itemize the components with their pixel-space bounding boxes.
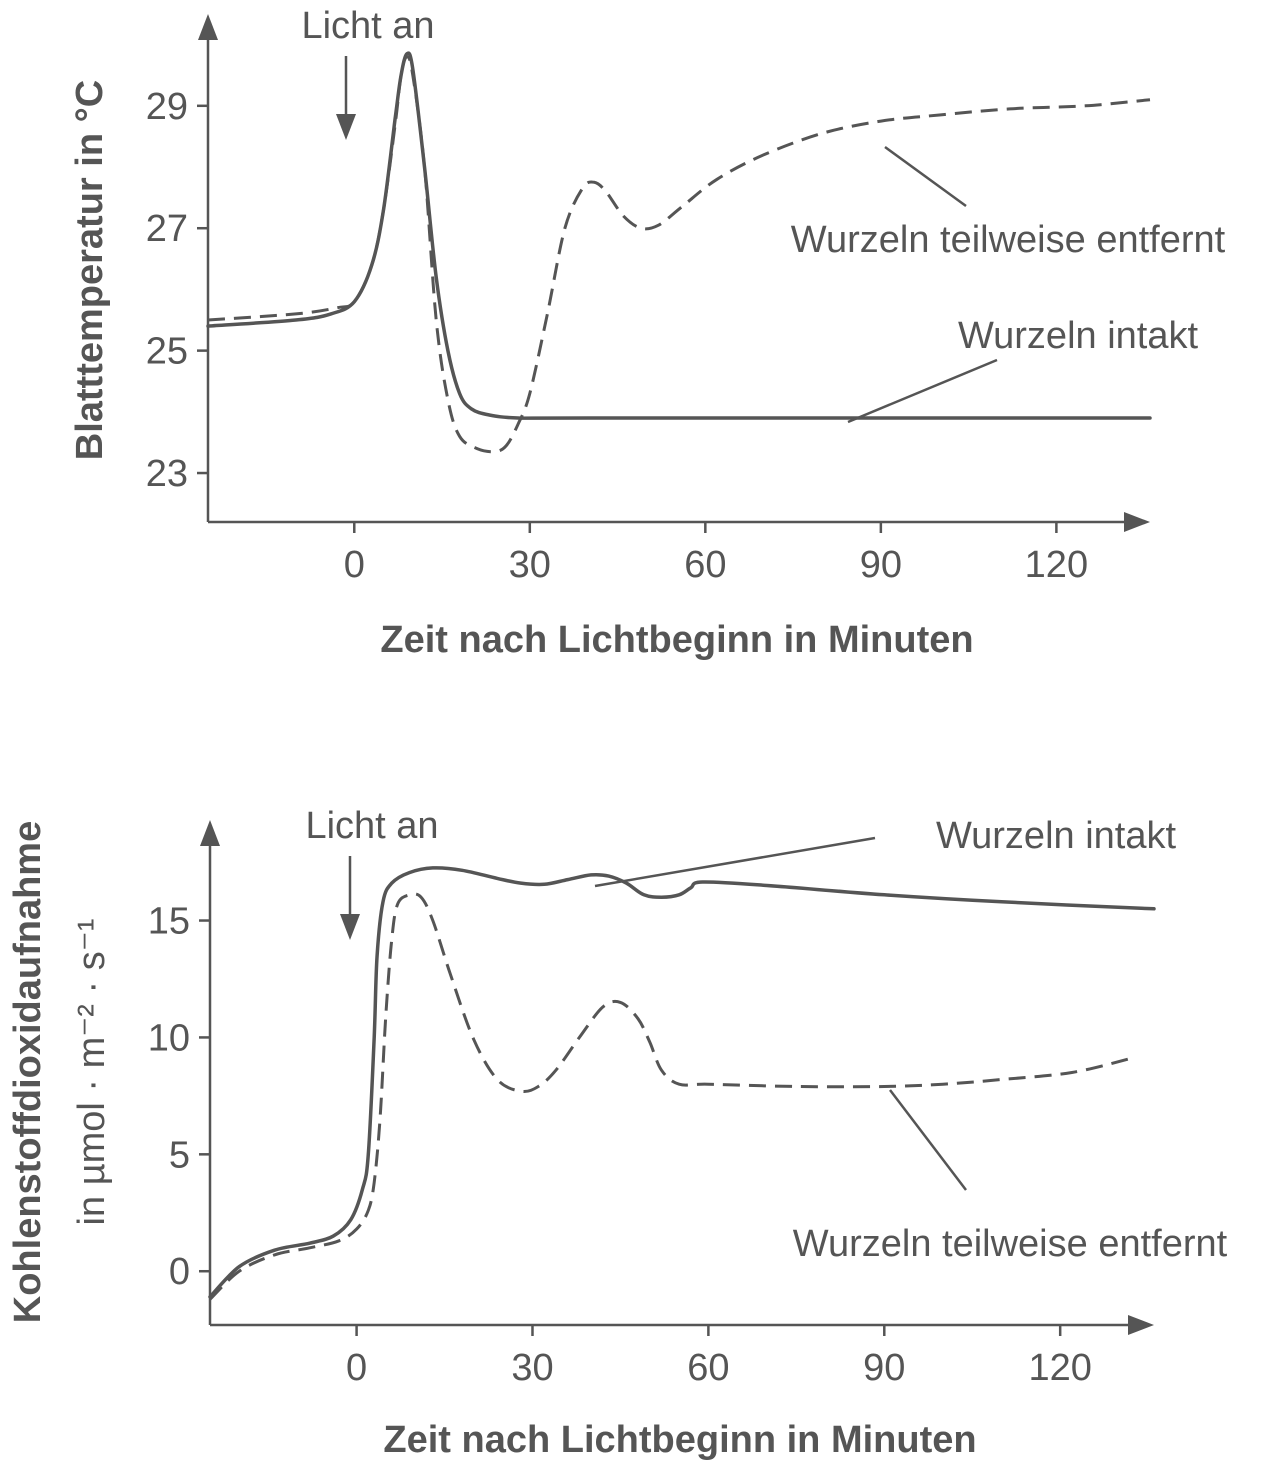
series-label-wurzeln-intakt: Wurzeln intakt	[936, 815, 1177, 857]
chart-co2-uptake: 0 5 10 15 0 30 60 90 120 Zeit nach Lichtbeginn …	[7, 805, 1228, 1461]
y-ticks: 23 25 27 29	[146, 86, 208, 495]
x-tick-label: 60	[684, 544, 726, 586]
series-line-wurzeln-teilweise-entfernt	[207, 55, 1151, 454]
series-label-wurzeln-teilweise-entfernt: Wurzeln teilweise entfernt	[791, 219, 1226, 261]
y-tick-label: 0	[169, 1251, 190, 1293]
y-tick-label: 5	[169, 1134, 190, 1176]
chart-leaf-temperature: 23 25 27 29 0 30 60 90 120 Zeit nach Lichtbegin…	[69, 5, 1226, 661]
x-axis-title: Zeit nach Lichtbeginn in Minuten	[380, 619, 973, 661]
y-axis-title: Blatttemperatur in °C	[69, 80, 111, 460]
x-ticks: 0 30 60 90 120	[344, 522, 1088, 586]
x-tick-label: 30	[511, 1347, 553, 1389]
x-tick-label: 120	[1028, 1347, 1091, 1389]
y-tick-label: 27	[146, 208, 188, 250]
leader-line-wurzeln-teilweise-entfernt	[889, 1089, 967, 1191]
series-line-wurzeln-intakt	[208, 866, 1156, 1299]
x-tick-label: 90	[863, 1347, 905, 1389]
series-label-wurzeln-intakt: Wurzeln intakt	[958, 315, 1199, 357]
y-axis-arrowhead	[198, 14, 218, 40]
y-axis-title-line2: in µmol · m⁻² · s⁻¹	[71, 919, 113, 1226]
y-tick-label: 10	[148, 1017, 190, 1059]
y-tick-label: 29	[146, 86, 188, 128]
light-on-arrowhead	[336, 114, 356, 140]
x-axis-arrowhead	[1128, 1315, 1154, 1335]
x-tick-label: 60	[687, 1347, 729, 1389]
x-axis-title: Zeit nach Lichtbeginn in Minuten	[383, 1419, 976, 1461]
light-on-label: Licht an	[305, 805, 438, 847]
y-axis-title-line1: Kohlenstoffdioxidaufnahme	[7, 821, 49, 1323]
leader-line-wurzeln-intakt	[847, 358, 998, 424]
x-tick-label: 120	[1025, 544, 1088, 586]
series-line-wurzeln-teilweise-entfernt	[208, 892, 1131, 1301]
light-on-arrowhead	[340, 914, 360, 940]
x-tick-label: 0	[346, 1347, 367, 1389]
y-ticks: 0 5 10 15	[148, 901, 210, 1293]
x-axis-arrowhead	[1124, 512, 1150, 532]
x-tick-label: 30	[509, 544, 551, 586]
y-axis-arrowhead	[200, 820, 220, 846]
y-tick-label: 15	[148, 901, 190, 943]
y-tick-label: 23	[146, 453, 188, 495]
leader-line-wurzeln-intakt	[594, 836, 876, 888]
y-tick-label: 25	[146, 331, 188, 373]
leader-line-wurzeln-teilweise-entfernt	[884, 145, 967, 208]
x-tick-label: 0	[344, 544, 365, 586]
series-label-wurzeln-teilweise-entfernt: Wurzeln teilweise entfernt	[793, 1223, 1228, 1265]
x-tick-label: 90	[860, 544, 902, 586]
x-ticks: 0 30 60 90 120	[346, 1325, 1092, 1389]
light-on-label: Licht an	[301, 5, 434, 47]
